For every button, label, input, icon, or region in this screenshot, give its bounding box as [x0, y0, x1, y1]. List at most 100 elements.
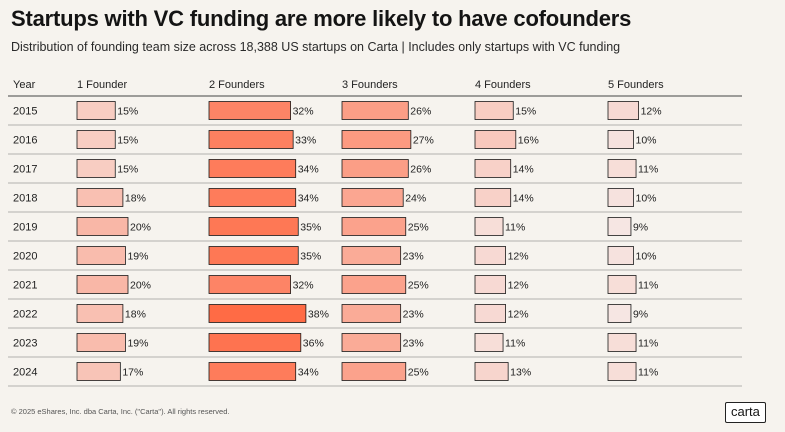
bar-value-label: 23% [403, 251, 424, 263]
bar [76, 130, 116, 149]
bar [341, 304, 402, 323]
bar [474, 130, 517, 149]
bar [607, 188, 634, 207]
bar-value-label: 18% [125, 309, 146, 321]
column-header-2: 2 Founders [209, 79, 265, 91]
bar-value-label: 12% [508, 309, 529, 321]
year-label: 2015 [13, 106, 37, 118]
bar-value-label: 32% [293, 106, 314, 118]
bar [341, 101, 409, 120]
bar-value-label: 23% [403, 309, 424, 321]
carta-logo: carta [725, 402, 766, 423]
bar-value-label: 18% [125, 193, 146, 205]
year-label: 2024 [13, 367, 37, 379]
column-header-3: 3 Founders [342, 79, 398, 91]
bar [474, 362, 509, 381]
year-label: 2017 [13, 164, 37, 176]
bar-value-label: 34% [298, 193, 319, 205]
bar [208, 130, 294, 149]
bar-value-label: 17% [122, 367, 143, 379]
year-label: 2020 [13, 251, 37, 263]
bar-value-label: 15% [515, 106, 536, 118]
bar-value-label: 27% [413, 135, 434, 147]
bar [607, 304, 632, 323]
year-label: 2018 [13, 193, 37, 205]
bar-value-label: 11% [638, 164, 658, 176]
bar-value-label: 14% [513, 164, 534, 176]
bar-value-label: 11% [505, 338, 525, 350]
bar [208, 333, 302, 352]
bar-value-label: 26% [410, 164, 431, 176]
bar-value-label: 9% [633, 222, 648, 234]
bar [76, 101, 116, 120]
bar-value-label: 25% [408, 280, 429, 292]
copyright-text: © 2025 eShares, Inc. dba Carta, Inc. ("C… [11, 407, 230, 416]
bar [474, 101, 514, 120]
bar [341, 333, 402, 352]
column-header-1: 1 Founder [77, 79, 127, 91]
bar [607, 362, 637, 381]
bar [607, 333, 637, 352]
bar [341, 275, 407, 294]
bar [76, 188, 124, 207]
bar [76, 159, 116, 178]
year-label: 2023 [13, 338, 37, 350]
bar-value-label: 12% [508, 280, 529, 292]
bar [208, 101, 291, 120]
bar [208, 362, 297, 381]
bar [76, 362, 121, 381]
bar-value-label: 24% [405, 193, 426, 205]
bar-value-label: 10% [636, 193, 657, 205]
bar [208, 275, 291, 294]
bar-value-label: 13% [510, 367, 531, 379]
bar [607, 275, 637, 294]
bar [474, 159, 512, 178]
bar [607, 217, 632, 236]
bar [208, 217, 299, 236]
bar [341, 130, 412, 149]
bar-value-label: 16% [518, 135, 539, 147]
bar [474, 333, 504, 352]
bar [208, 246, 299, 265]
bar [76, 304, 124, 323]
bar [607, 159, 637, 178]
bar-value-label: 12% [641, 106, 662, 118]
bar [341, 217, 407, 236]
bar-value-label: 10% [636, 135, 657, 147]
bar [341, 246, 402, 265]
bar-value-label: 25% [408, 222, 429, 234]
bar-value-label: 19% [127, 251, 148, 263]
bar-value-label: 38% [308, 309, 329, 321]
bar-value-label: 35% [300, 222, 321, 234]
bar-value-label: 12% [508, 251, 529, 263]
bar-value-label: 26% [410, 106, 431, 118]
bar [76, 217, 129, 236]
bar [607, 130, 634, 149]
year-label: 2022 [13, 309, 37, 321]
row-header-label: Year [13, 79, 36, 91]
bar [208, 159, 297, 178]
bar-value-label: 11% [638, 280, 658, 292]
bar-value-label: 35% [300, 251, 321, 263]
year-label: 2021 [13, 280, 37, 292]
chart-subtitle: Distribution of founding team size acros… [11, 40, 621, 54]
bar [341, 159, 409, 178]
column-header-5: 5 Founders [608, 79, 664, 91]
bar-value-label: 15% [117, 135, 138, 147]
bar [76, 333, 126, 352]
bar-value-label: 15% [117, 106, 138, 118]
bar-value-label: 9% [633, 309, 648, 321]
bar [474, 275, 507, 294]
bar-value-label: 23% [403, 338, 424, 350]
bar-value-label: 20% [130, 222, 151, 234]
bar-value-label: 19% [127, 338, 148, 350]
bar-value-label: 25% [408, 367, 429, 379]
year-label: 2016 [13, 135, 37, 147]
bar [341, 188, 404, 207]
column-header-4: 4 Founders [475, 79, 531, 91]
bar [474, 188, 512, 207]
bar [76, 246, 126, 265]
bar-value-label: 32% [293, 280, 314, 292]
bar-value-label: 33% [295, 135, 316, 147]
